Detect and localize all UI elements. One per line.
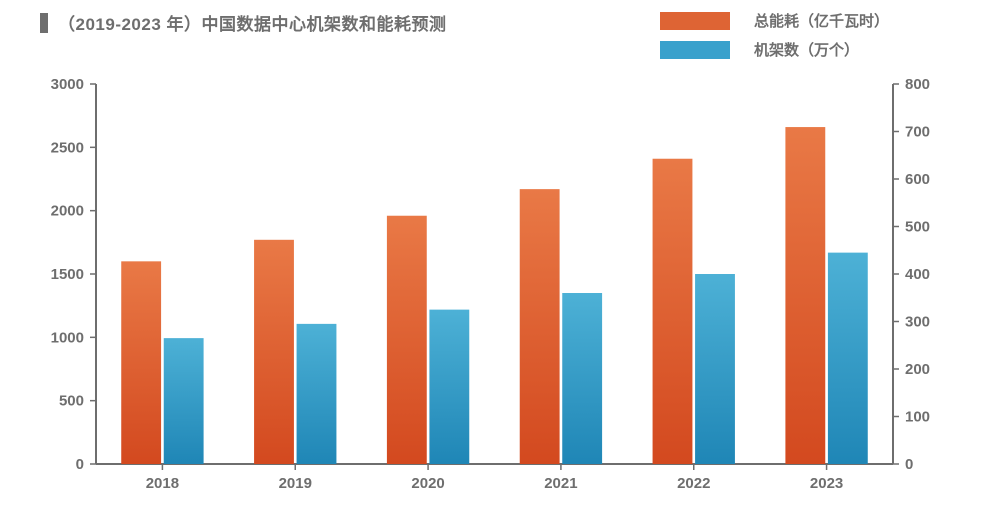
- chart-title: （2019-2023 年）中国数据中心机架数和能耗预测: [58, 10, 447, 35]
- legend-item-energy: 总能耗（亿千瓦时）: [660, 10, 889, 31]
- x-axis-tick-label: 2019: [279, 475, 312, 492]
- x-axis-tick-label: 2020: [411, 475, 444, 492]
- x-axis-tick-label: 2021: [544, 475, 577, 492]
- x-axis-tick-label: 2023: [810, 475, 843, 492]
- bar-energy: [387, 216, 427, 464]
- x-axis-tick-label: 2018: [146, 475, 179, 492]
- legend-label-energy: 总能耗（亿千瓦时）: [754, 10, 889, 31]
- legend-item-racks: 机架数（万个）: [660, 39, 889, 60]
- right-axis-tick-label: 800: [905, 76, 930, 93]
- chart-header: （2019-2023 年）中国数据中心机架数和能耗预测 总能耗（亿千瓦时） 机架…: [40, 10, 949, 66]
- legend-swatch-energy: [660, 12, 730, 30]
- right-axis-tick-label: 300: [905, 314, 930, 331]
- x-axis-tick-label: 2022: [677, 475, 710, 492]
- title-marker-icon: [40, 13, 48, 33]
- chart-legend: 总能耗（亿千瓦时） 机架数（万个）: [660, 10, 889, 60]
- right-axis-tick-label: 400: [905, 266, 930, 283]
- legend-label-racks: 机架数（万个）: [754, 39, 859, 60]
- right-axis-tick-label: 500: [905, 219, 930, 236]
- right-axis-tick-label: 100: [905, 409, 930, 426]
- left-axis-tick-label: 0: [76, 456, 84, 473]
- bar-racks: [828, 253, 868, 464]
- right-axis-tick-label: 200: [905, 361, 930, 378]
- left-axis-tick-label: 500: [59, 393, 84, 410]
- bar-racks: [562, 293, 602, 464]
- left-axis-tick-label: 2000: [51, 203, 84, 220]
- legend-swatch-racks: [660, 41, 730, 59]
- bar-racks: [429, 310, 469, 464]
- bar-energy: [653, 159, 693, 464]
- left-axis-tick-label: 2500: [51, 139, 84, 156]
- bar-racks: [695, 274, 735, 464]
- chart-svg: 0 500 1000 1500 2000 2500 3000 0 100 200 300 400 500…: [40, 78, 949, 498]
- bar-energy: [785, 127, 825, 464]
- right-axis-tick-label: 600: [905, 171, 930, 188]
- left-axis-tick-label: 1500: [51, 266, 84, 283]
- left-axis-tick-label: 3000: [51, 76, 84, 93]
- right-axis-tick-label: 700: [905, 124, 930, 141]
- bar-energy: [254, 240, 294, 464]
- bar-energy: [520, 189, 560, 464]
- chart-plot-area: 0 500 1000 1500 2000 2500 3000 0 100 200 300 400 500…: [40, 78, 949, 498]
- left-axis-tick-label: 1000: [51, 329, 84, 346]
- bar-racks: [297, 324, 337, 464]
- right-axis-tick-label: 0: [905, 456, 913, 473]
- bar-energy: [121, 261, 161, 464]
- bar-racks: [164, 338, 204, 464]
